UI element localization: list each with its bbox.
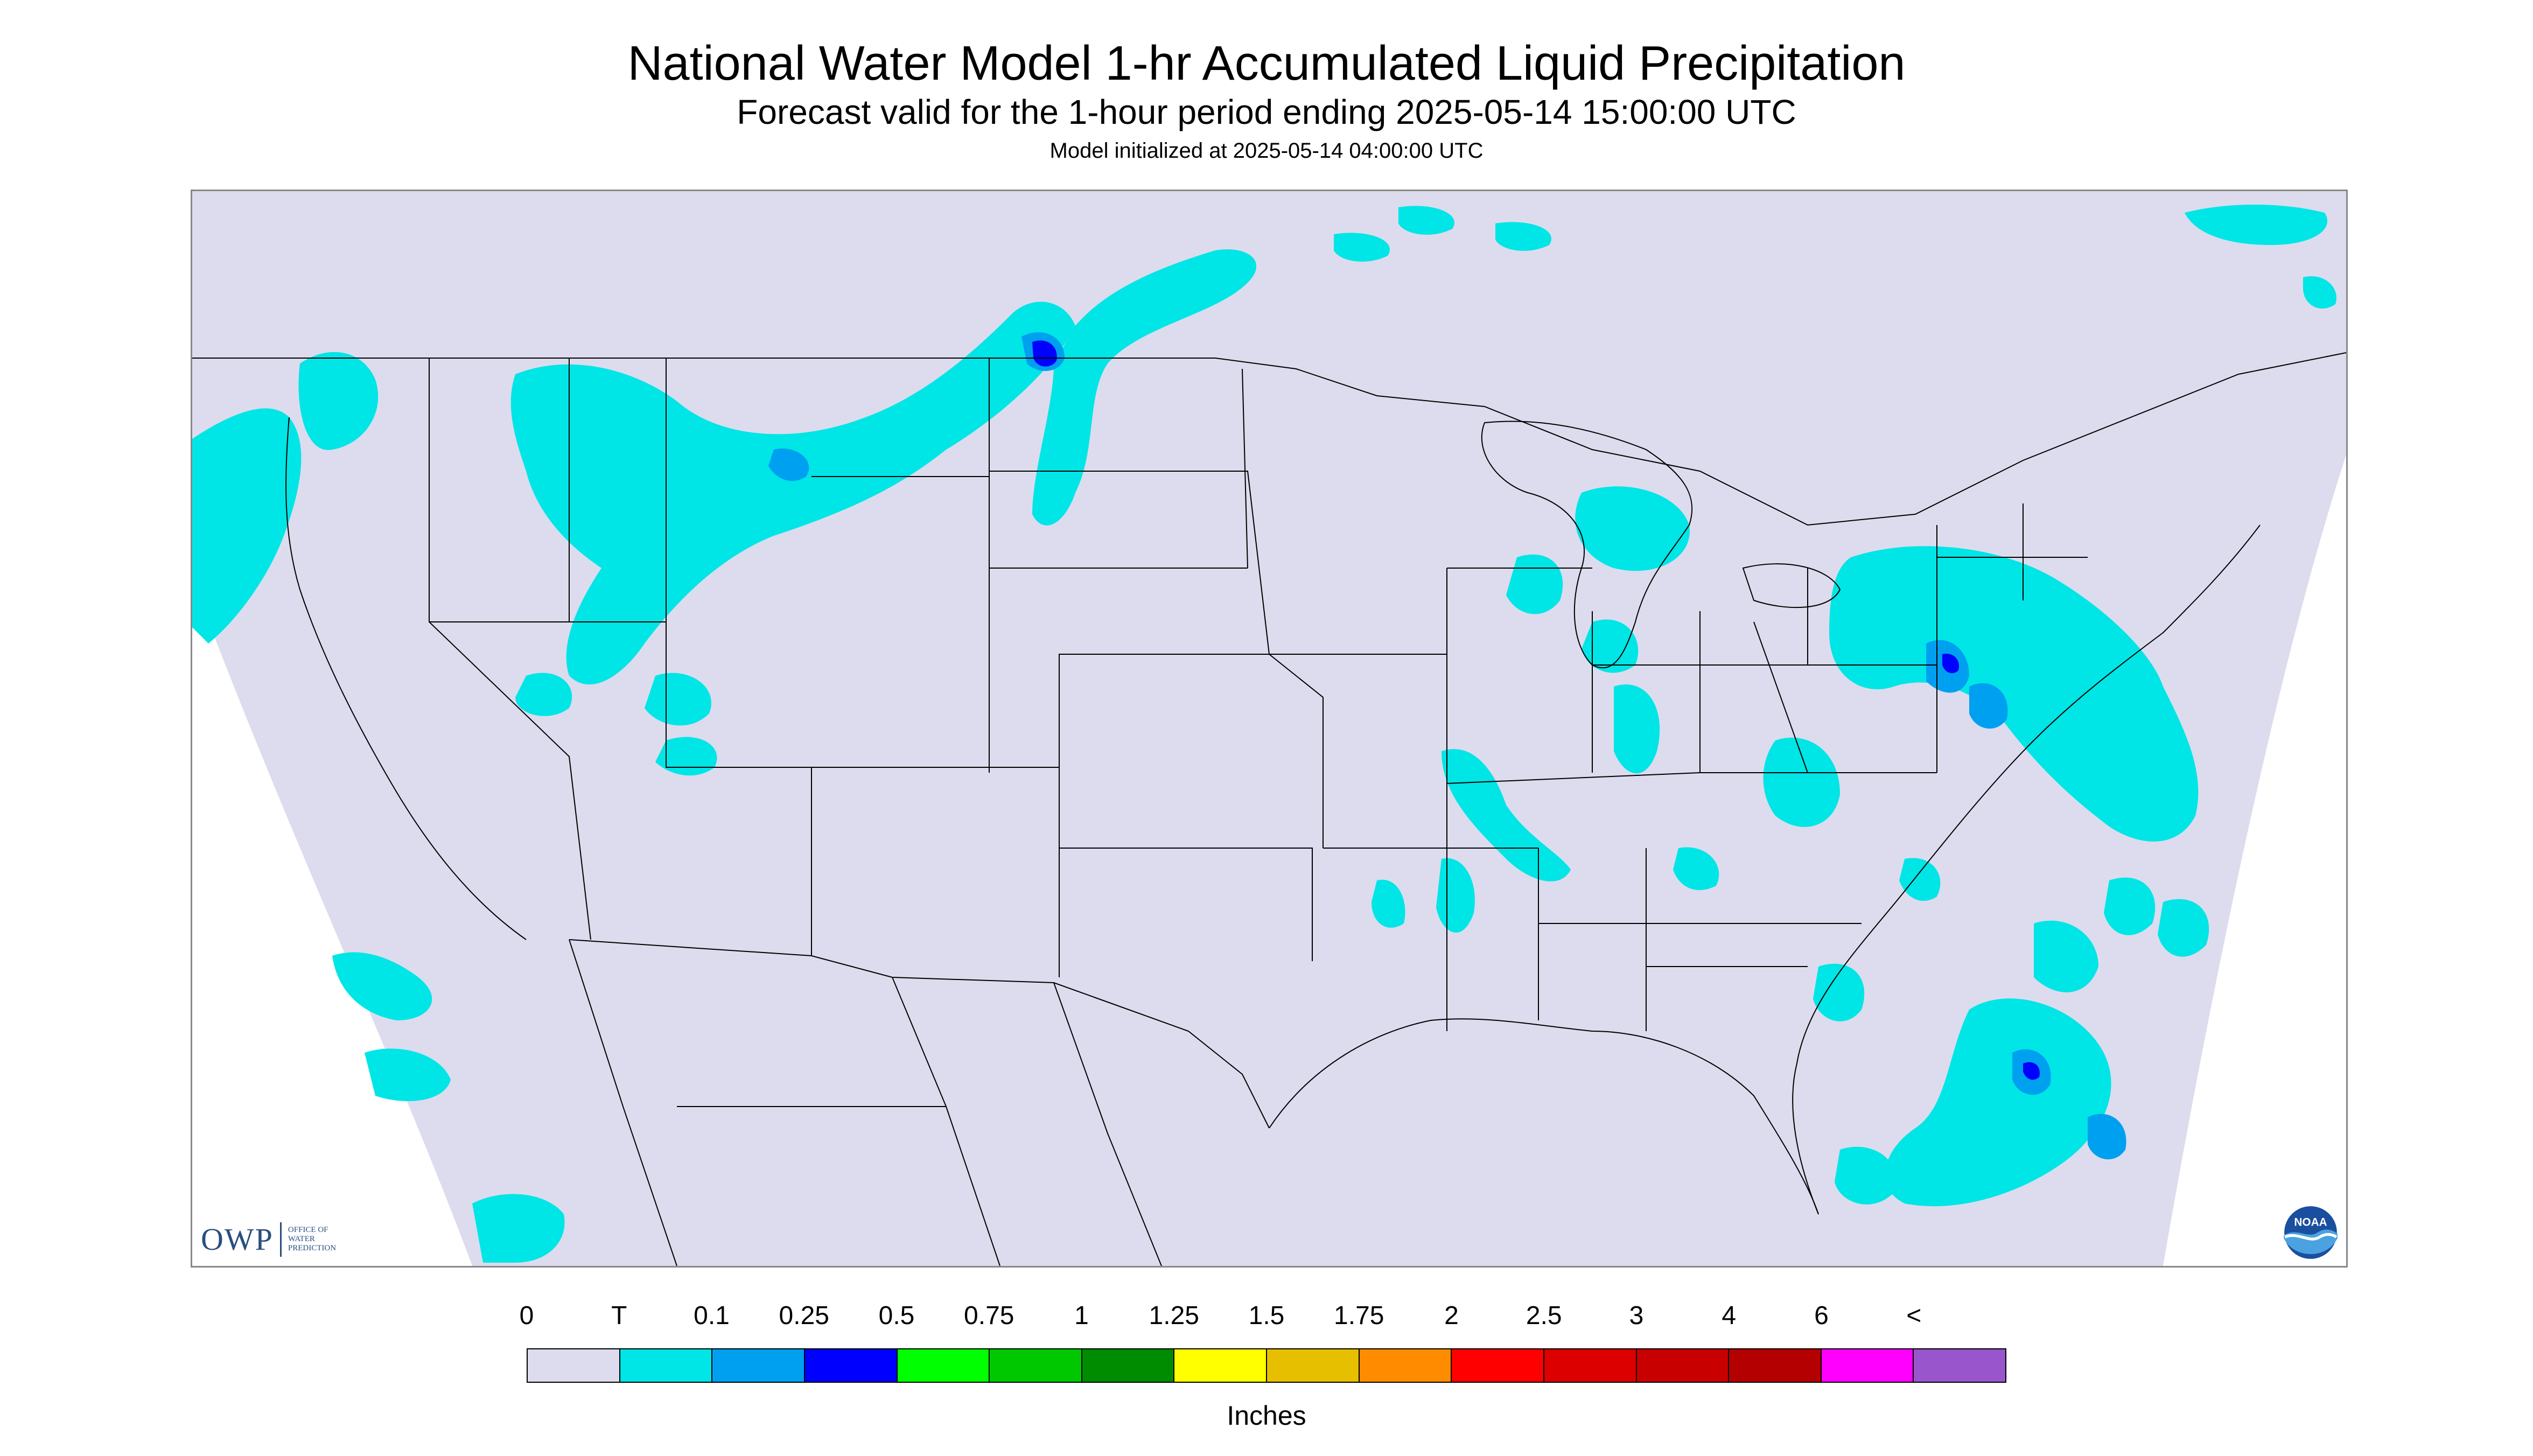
owp-sub-line-2: WATER <box>288 1235 315 1243</box>
legend-swatch <box>1729 1349 1822 1382</box>
noaa-logo: NOAA <box>2283 1205 2338 1260</box>
owp-logo-divider <box>279 1222 282 1257</box>
legend-swatch <box>804 1349 898 1382</box>
map-subtitle: Forecast valid for the 1-hour period end… <box>737 93 1796 131</box>
legend-tick-label: 2.5 <box>1526 1301 1562 1330</box>
precip-trace <box>192 205 2336 1263</box>
owp-logo-text: OWP <box>201 1222 274 1257</box>
legend-tick-label: 6 <box>1814 1301 1829 1330</box>
legend-tick-label: 2 <box>1444 1301 1459 1330</box>
owp-logo-subtext: OFFICE OF WATER PREDICTION <box>288 1226 336 1253</box>
legend-tick-label: 0.75 <box>964 1301 1014 1330</box>
owp-sub-line-1: OFFICE OF <box>288 1226 328 1234</box>
outside-domain-right <box>2163 455 2346 1266</box>
legend-swatch <box>897 1349 990 1382</box>
legend-tick-label: 0.25 <box>779 1301 829 1330</box>
legend-tick-label: 3 <box>1629 1301 1644 1330</box>
legend-swatch <box>1636 1349 1730 1382</box>
precipitation-map: OWP OFFICE OF WATER PREDICTION NOAA <box>191 190 2348 1268</box>
legend-tick-label: 0.1 <box>694 1301 730 1330</box>
political-boundaries <box>192 352 2346 1266</box>
legend-swatch <box>1359 1349 1452 1382</box>
legend-tick-label: 1.75 <box>1334 1301 1384 1330</box>
legend-units: Inches <box>1227 1401 1306 1431</box>
legend-swatch <box>990 1349 1082 1382</box>
legend-swatch <box>1174 1349 1267 1382</box>
legend-tick-label: 0.5 <box>878 1301 915 1330</box>
color-legend: 0 T 0.1 0.25 0.5 0.75 1 1.25 1.5 1.75 2 2.5 3 4 6 < <box>520 1301 2006 1430</box>
legend-swatch <box>712 1349 805 1382</box>
owp-logo: OWP OFFICE OF WATER PREDICTION <box>201 1221 336 1257</box>
legend-tick-label: 4 <box>1722 1301 1737 1330</box>
legend-swatch <box>528 1349 620 1382</box>
legend-tick-label: 0 <box>519 1301 534 1330</box>
owp-sub-line-3: PREDICTION <box>288 1244 337 1252</box>
legend-swatch <box>620 1349 713 1382</box>
legend-labels: 0 T 0.1 0.25 0.5 0.75 1 1.25 1.5 1.75 2 2.5 3 4 6 < <box>520 1301 2006 1333</box>
noaa-logo-text: NOAA <box>2294 1216 2327 1229</box>
legend-tick-label: 1.25 <box>1149 1301 1199 1330</box>
legend-colorbar <box>527 1348 2006 1383</box>
legend-swatch <box>1452 1349 1544 1382</box>
model-init-time: Model initialized at 2025-05-14 04:00:00… <box>1049 139 1484 163</box>
legend-tick-label: 1.5 <box>1248 1301 1285 1330</box>
legend-swatch <box>1544 1349 1637 1382</box>
legend-swatch <box>1821 1349 1914 1382</box>
legend-swatch <box>1082 1349 1175 1382</box>
legend-tick-label: < <box>1906 1301 1922 1330</box>
map-title: National Water Model 1-hr Accumulated Li… <box>627 37 1906 90</box>
map-canvas <box>192 191 2346 1266</box>
legend-tick-label: T <box>611 1301 627 1330</box>
precip-moderate <box>1032 340 2040 1080</box>
legend-swatch <box>1914 1349 2005 1382</box>
legend-swatch <box>1267 1349 1360 1382</box>
legend-tick-label: 1 <box>1074 1301 1089 1330</box>
